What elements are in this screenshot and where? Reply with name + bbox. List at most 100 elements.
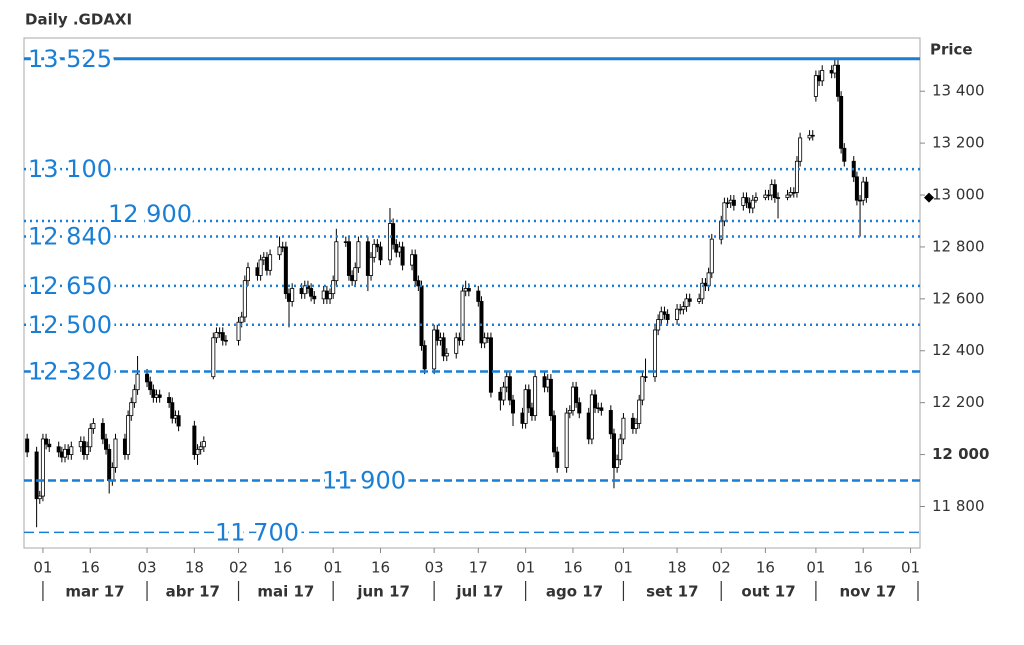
candle-body — [687, 298, 692, 302]
candle-body — [854, 176, 859, 201]
candle-body — [245, 267, 250, 282]
y-tick-label: 12 000 — [932, 445, 989, 463]
candle-body — [577, 402, 582, 414]
candle-body — [444, 352, 449, 357]
last-price-marker — [924, 192, 934, 203]
candle-body — [290, 288, 295, 302]
candle-body — [684, 298, 689, 308]
candle-body — [85, 446, 90, 455]
candle-body — [220, 332, 225, 341]
candle-body — [287, 293, 292, 302]
candle-body — [615, 459, 620, 468]
candle-body — [353, 267, 358, 282]
x-tick-label: 01 — [806, 559, 825, 577]
candle-body — [753, 197, 758, 201]
y-tick-label: 11 800 — [932, 497, 985, 515]
candle-body — [375, 243, 380, 248]
candle-body — [283, 246, 288, 295]
candle-body — [63, 448, 68, 458]
candle-body — [195, 448, 200, 455]
candle-body — [776, 197, 781, 199]
candle-body — [441, 337, 446, 357]
candle-body — [709, 238, 714, 274]
candle-body — [25, 438, 30, 453]
candle-body — [634, 423, 639, 430]
candle-body — [548, 378, 553, 417]
y-tick-label: 12 600 — [932, 289, 985, 307]
candle-body — [700, 282, 705, 300]
candle-body — [479, 301, 484, 344]
candle-body — [391, 223, 396, 245]
candle-body — [438, 337, 443, 341]
candle-body — [88, 428, 93, 448]
candle-body — [769, 184, 774, 196]
candle-body — [555, 451, 560, 468]
candle-body — [419, 285, 424, 346]
candle-body — [656, 319, 661, 331]
candle-body — [763, 194, 768, 199]
candle-body — [37, 495, 42, 500]
candle-body — [574, 386, 579, 404]
candle-body — [731, 199, 736, 206]
candle-body — [309, 288, 314, 297]
candle-body — [387, 223, 392, 261]
candle-body — [173, 415, 178, 419]
candle-body — [280, 246, 285, 249]
candle-body — [817, 75, 822, 82]
candle-body — [659, 311, 664, 321]
candle-body — [328, 293, 333, 300]
candle-body — [482, 337, 487, 344]
candle-body — [596, 407, 601, 410]
level-label: 13 525 — [28, 45, 112, 73]
level-label: 12 900 — [108, 200, 192, 228]
candle-body — [697, 298, 702, 302]
candle-body — [47, 443, 52, 448]
x-tick-label: 01 — [516, 559, 535, 577]
candle-body — [485, 337, 490, 339]
candle-body — [810, 134, 815, 137]
candle-body — [356, 241, 361, 269]
candle-body — [334, 241, 339, 282]
candle-body — [665, 314, 670, 321]
candle-body — [567, 410, 572, 414]
level-label: 11 900 — [322, 467, 406, 495]
candle-body — [454, 337, 459, 354]
candle-body — [744, 197, 749, 204]
candle-body — [59, 451, 64, 458]
candle-body — [466, 288, 471, 292]
candle-body — [350, 275, 355, 282]
candle-body — [201, 441, 206, 448]
candle-body — [145, 373, 150, 383]
candle-body — [321, 290, 326, 300]
candle-body — [750, 199, 755, 209]
candle-body — [542, 376, 547, 388]
candle-body — [34, 451, 39, 500]
candle-body — [728, 199, 733, 204]
candle-body — [794, 160, 799, 193]
candle-body — [261, 256, 266, 261]
candle-body — [678, 308, 683, 311]
candle-body — [637, 399, 642, 424]
candle-body — [798, 137, 803, 162]
candle-body — [78, 441, 83, 448]
y-tick-label: 13 400 — [932, 82, 985, 100]
month-label: mar 17 — [65, 583, 124, 601]
x-tick-label: 16 — [273, 559, 292, 577]
candle-body — [223, 339, 228, 342]
candle-body — [122, 438, 127, 455]
candle-body — [416, 280, 421, 287]
candle-body — [523, 389, 528, 424]
x-tick-label: 18 — [668, 559, 687, 577]
candle-body — [56, 446, 61, 453]
candle-body — [741, 197, 746, 206]
candle-body — [40, 438, 45, 497]
candle-body — [842, 147, 847, 162]
candle-body — [747, 202, 752, 209]
candle-body — [858, 199, 863, 202]
candle-body — [593, 394, 598, 409]
candle-body — [211, 337, 216, 378]
candle-body — [599, 407, 604, 411]
x-tick-label: 16 — [563, 559, 582, 577]
x-tick-label: 16 — [756, 559, 775, 577]
